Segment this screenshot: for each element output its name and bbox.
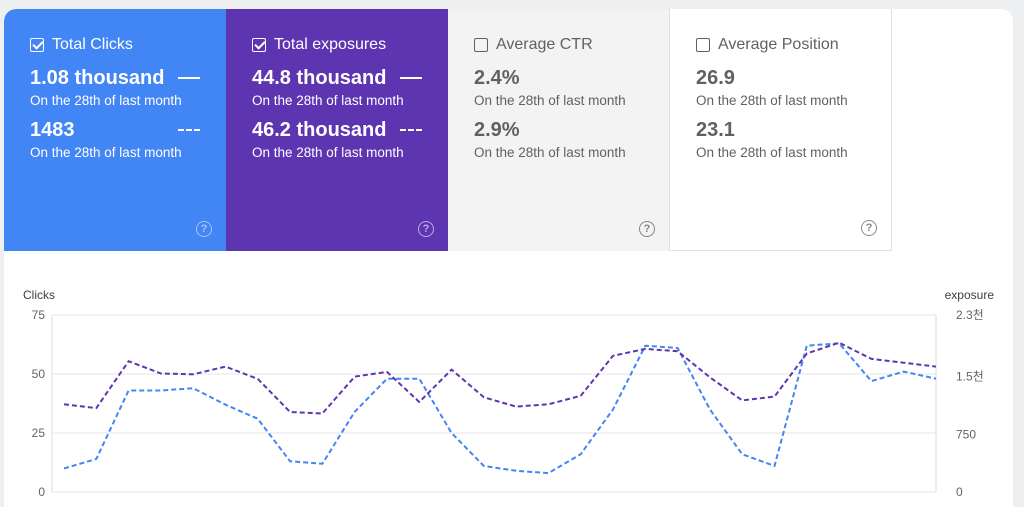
dashed-line-legend-icon: [178, 129, 200, 131]
total-clicks-previous-value: 1483: [30, 119, 75, 141]
period-caption: On the 28th of last month: [30, 145, 182, 160]
help-icon[interactable]: ?: [639, 221, 655, 237]
exposure-series-line: [63, 341, 937, 415]
previous-period-metric: 46.2 thousand On the 28th of last month: [252, 117, 422, 161]
total-exposures-previous-value: 46.2 thousand: [252, 119, 387, 141]
average-ctr-label: Average CTR: [496, 36, 593, 53]
current-period-metric: 26.9 On the 28th of last month: [696, 65, 865, 109]
period-caption: On the 28th of last month: [252, 93, 404, 108]
average-ctr-card[interactable]: Average CTR 2.4% On the 28th of last mon…: [448, 9, 670, 251]
total-exposures-toggle[interactable]: Total exposures: [252, 35, 422, 55]
average-ctr-previous-value: 2.9%: [474, 119, 520, 141]
period-caption: On the 28th of last month: [474, 93, 626, 108]
solid-line-legend-icon: [178, 77, 200, 79]
period-caption: On the 28th of last month: [696, 93, 848, 108]
help-icon[interactable]: ?: [196, 221, 212, 237]
y-left-tick-label: 25: [32, 426, 46, 440]
previous-period-metric: 2.9% On the 28th of last month: [474, 117, 643, 161]
average-position-label: Average Position: [718, 36, 839, 53]
current-period-metric: 44.8 thousand On the 28th of last month: [252, 65, 422, 109]
checkbox-unchecked-icon[interactable]: [696, 38, 710, 52]
current-period-metric: 2.4% On the 28th of last month: [474, 65, 643, 109]
previous-period-metric: 1483 On the 28th of last month: [30, 117, 200, 161]
line-chart-svg: Clicks exposure 025507507501.5천2.3천48121…: [23, 288, 995, 499]
grid-lines: [51, 314, 937, 493]
metric-cards: Total Clicks 1.08 thousand On the 28th o…: [4, 9, 892, 251]
y-right-tick-label: 750: [956, 427, 976, 441]
series-lines: [63, 341, 937, 475]
total-exposures-label: Total exposures: [274, 36, 387, 53]
solid-line-legend-icon: [400, 77, 422, 79]
y-left-tick-label: 75: [32, 308, 46, 322]
total-clicks-card[interactable]: Total Clicks 1.08 thousand On the 28th o…: [4, 9, 226, 251]
period-caption: On the 28th of last month: [30, 93, 182, 108]
dashed-line-legend-icon: [400, 129, 422, 131]
checkbox-checked-icon[interactable]: [252, 38, 266, 52]
average-ctr-toggle[interactable]: Average CTR: [474, 35, 643, 55]
y-left-tick-label: 50: [32, 367, 46, 381]
period-caption: On the 28th of last month: [696, 145, 848, 160]
y-axis-right-label: exposure: [945, 288, 995, 302]
help-icon[interactable]: ?: [418, 221, 434, 237]
y-right-tick-label: 0: [956, 485, 963, 499]
total-clicks-value: 1.08 thousand: [30, 67, 165, 89]
y-right-tick-label: 1.5천: [956, 369, 984, 384]
average-position-value: 26.9: [696, 67, 735, 89]
y-right-tick-label: 2.3천: [956, 307, 984, 322]
period-caption: On the 28th of last month: [252, 145, 404, 160]
y-left-tick-label: 0: [38, 485, 45, 499]
average-position-toggle[interactable]: Average Position: [696, 35, 865, 55]
average-ctr-value: 2.4%: [474, 67, 520, 89]
performance-chart[interactable]: Clicks exposure 025507507501.5천2.3천48121…: [4, 271, 1013, 507]
period-caption: On the 28th of last month: [474, 145, 626, 160]
total-exposures-card[interactable]: Total exposures 44.8 thousand On the 28t…: [226, 9, 448, 251]
total-exposures-value: 44.8 thousand: [252, 67, 387, 89]
y-axis-left-label: Clicks: [23, 288, 55, 302]
checkbox-checked-icon[interactable]: [30, 38, 44, 52]
help-icon[interactable]: ?: [861, 220, 877, 236]
total-clicks-toggle[interactable]: Total Clicks: [30, 35, 200, 55]
clicks-series-line: [63, 342, 937, 475]
total-clicks-label: Total Clicks: [52, 36, 133, 53]
average-position-card[interactable]: Average Position 26.9 On the 28th of las…: [670, 9, 892, 251]
current-period-metric: 1.08 thousand On the 28th of last month: [30, 65, 200, 109]
average-position-previous-value: 23.1: [696, 119, 735, 141]
performance-panel: Total Clicks 1.08 thousand On the 28th o…: [4, 9, 1013, 507]
checkbox-unchecked-icon[interactable]: [474, 38, 488, 52]
previous-period-metric: 23.1 On the 28th of last month: [696, 117, 865, 161]
